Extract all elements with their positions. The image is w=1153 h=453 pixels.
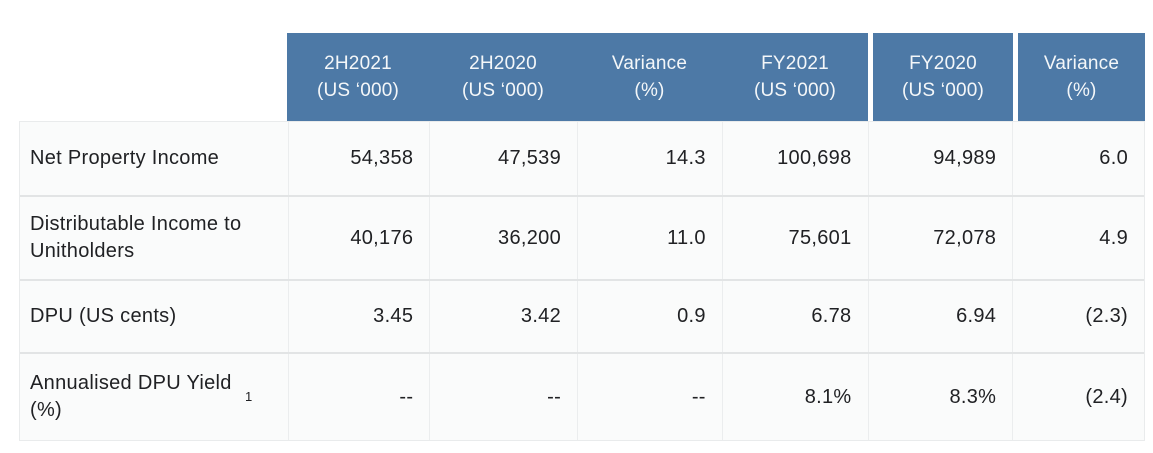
cell-value: (2.4)	[1012, 354, 1144, 440]
header-line2: (US ‘000)	[316, 80, 400, 101]
header-line2: (US ‘000)	[461, 80, 545, 101]
financial-results-table: 2H2021 (US ‘000) 2H2020 (US ‘000) Varian…	[19, 33, 1145, 441]
header-line1: 2H2021	[324, 53, 392, 74]
cell-value: 36,200	[429, 197, 577, 279]
cell-value: 54,358	[287, 122, 430, 195]
row-label-text: Distributable Income to Unitholders	[30, 213, 242, 262]
table-row-distributable-income: Distributable Income to Unitholders 40,1…	[20, 195, 1144, 279]
cell-value: 6.0	[1012, 122, 1144, 195]
cell-value: 72,078	[867, 197, 1013, 279]
cell-value: 3.45	[287, 281, 430, 352]
cell-value: --	[577, 354, 722, 440]
row-label-text: Net Property Income	[30, 147, 220, 169]
header-line1: Variance	[1043, 53, 1120, 74]
cell-value: --	[287, 354, 430, 440]
header-line1: 2H2020	[469, 53, 537, 74]
cell-value: 47,539	[429, 122, 577, 195]
cell-value: 40,176	[287, 197, 430, 279]
cell-value: 8.3%	[867, 354, 1013, 440]
cell-value: 8.1%	[721, 354, 868, 440]
cell-value: 3.42	[429, 281, 577, 352]
cell-value: --	[429, 354, 577, 440]
cell-value: 6.94	[867, 281, 1013, 352]
header-line2: (US ‘000)	[753, 80, 837, 101]
header-line2: (%)	[634, 80, 665, 101]
cell-value: 0.9	[577, 281, 722, 352]
cell-value: 14.3	[577, 122, 722, 195]
table-row-annualised-dpu-yield: Annualised DPU Yield (%) 1 -- -- -- 8.1% …	[20, 352, 1144, 440]
header-line2: (%)	[1066, 80, 1097, 101]
column-header-fy2020: FY2020 (US ‘000)	[868, 33, 1013, 121]
cell-value: 94,989	[867, 122, 1013, 195]
cell-value: 4.9	[1012, 197, 1144, 279]
table-row-net-property-income: Net Property Income 54,358 47,539 14.3 1…	[20, 122, 1144, 195]
column-header-2h2020: 2H2020 (US ‘000)	[429, 33, 577, 121]
cell-value: 75,601	[721, 197, 868, 279]
column-header-variance-hy: Variance (%)	[577, 33, 722, 121]
row-label: Distributable Income to Unitholders	[20, 197, 288, 279]
row-label-text: DPU (US cents)	[30, 305, 177, 327]
column-header-variance-fy: Variance (%)	[1013, 33, 1145, 121]
table-header-row: 2H2021 (US ‘000) 2H2020 (US ‘000) Varian…	[287, 33, 1145, 121]
row-label: Annualised DPU Yield (%) 1	[20, 354, 288, 440]
table-body: Net Property Income 54,358 47,539 14.3 1…	[19, 121, 1145, 441]
column-header-2h2021: 2H2021 (US ‘000)	[287, 33, 429, 121]
cell-value: 11.0	[577, 197, 722, 279]
row-label: Net Property Income	[20, 122, 288, 195]
cell-value: (2.3)	[1012, 281, 1144, 352]
cell-value: 100,698	[721, 122, 868, 195]
header-line1: FY2020	[909, 53, 977, 74]
row-label: DPU (US cents)	[20, 281, 288, 352]
column-header-fy2021: FY2021 (US ‘000)	[722, 33, 868, 121]
cell-value: 6.78	[721, 281, 868, 352]
header-line1: Variance	[611, 53, 688, 74]
row-label-text: Annualised DPU Yield (%)	[30, 372, 232, 421]
table-row-dpu: DPU (US cents) 3.45 3.42 0.9 6.78 6.94 (…	[20, 279, 1144, 352]
header-line1: FY2021	[761, 53, 829, 74]
header-line2: (US ‘000)	[901, 80, 985, 101]
